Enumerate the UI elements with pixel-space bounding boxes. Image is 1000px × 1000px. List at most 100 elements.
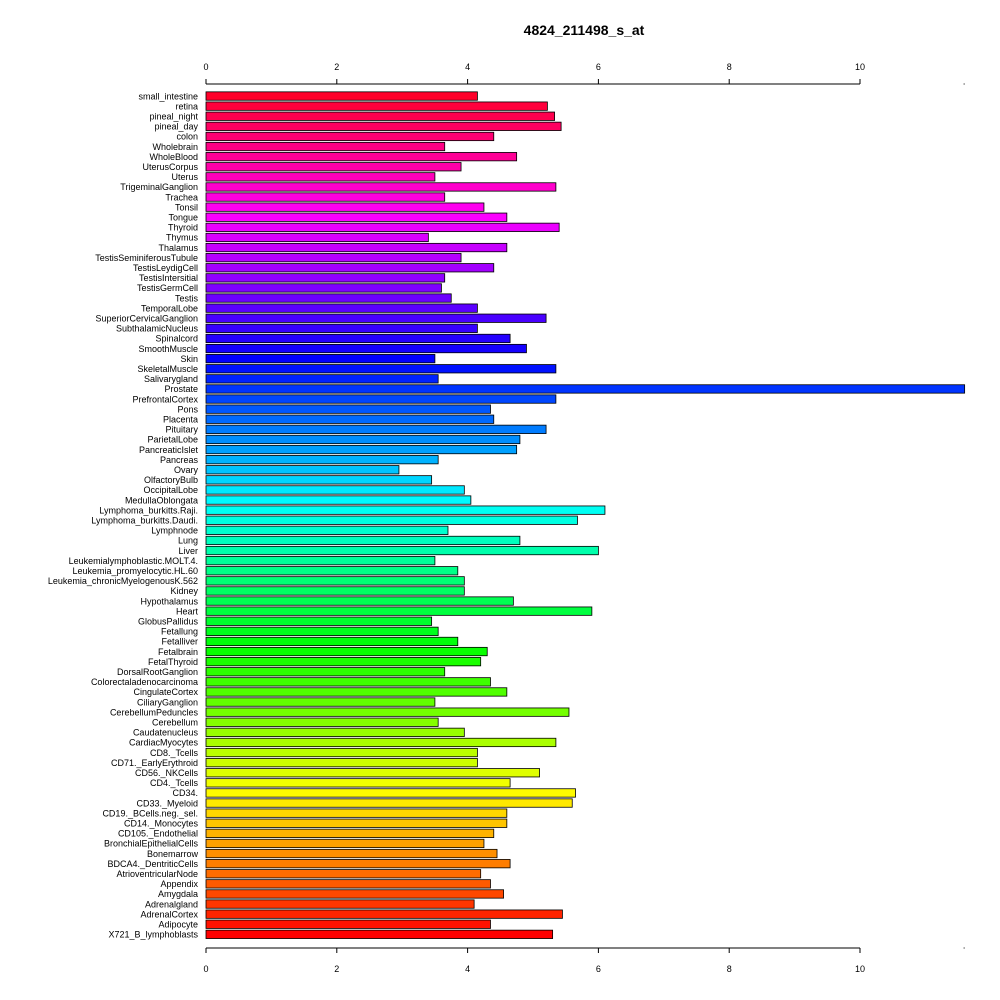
bar bbox=[205, 505, 606, 515]
bar bbox=[205, 495, 472, 505]
bar bbox=[205, 929, 554, 939]
bar bbox=[205, 515, 578, 525]
category-label: Skin bbox=[180, 354, 198, 364]
bar bbox=[205, 596, 514, 606]
category-label: TemporalLobe bbox=[141, 303, 198, 313]
category-label: Salivarygland bbox=[144, 374, 198, 384]
category-label: BronchialEpithelialCells bbox=[104, 839, 199, 849]
bar bbox=[205, 192, 446, 202]
bar bbox=[205, 606, 593, 616]
tick-label: 0 bbox=[203, 964, 208, 974]
bar bbox=[205, 838, 485, 849]
category-label: Bonemarrow bbox=[147, 849, 199, 859]
bar bbox=[205, 253, 462, 263]
bar bbox=[205, 101, 548, 111]
category-label: FetalThyroid bbox=[148, 657, 198, 667]
bar bbox=[205, 394, 557, 404]
category-label: Thalamus bbox=[158, 243, 198, 253]
category-label: Liver bbox=[178, 546, 198, 556]
category-label: pineal_day bbox=[154, 122, 198, 132]
bar bbox=[205, 313, 547, 323]
bar bbox=[205, 687, 508, 697]
bar bbox=[205, 707, 570, 717]
category-label: CD14._Monocytes bbox=[124, 818, 199, 828]
bar bbox=[205, 626, 439, 636]
category-label: Lung bbox=[178, 536, 198, 546]
category-label: Uterus bbox=[171, 172, 198, 182]
bar bbox=[205, 131, 495, 142]
tick-label: 8 bbox=[727, 964, 732, 974]
bar bbox=[205, 848, 498, 859]
category-label: Colorectaladenocarcinoma bbox=[91, 677, 198, 687]
bar bbox=[205, 202, 485, 212]
bar bbox=[205, 667, 446, 677]
bar bbox=[205, 141, 446, 152]
bar bbox=[205, 535, 521, 546]
bar bbox=[205, 737, 557, 748]
bar bbox=[205, 343, 527, 354]
category-label: Placenta bbox=[163, 414, 198, 424]
bar bbox=[205, 818, 508, 828]
bar bbox=[205, 182, 557, 192]
category-label: SkeletalMuscle bbox=[137, 364, 198, 374]
category-label: CD71._EarlyErythroid bbox=[111, 758, 198, 768]
category-label: Tongue bbox=[168, 212, 198, 222]
category-label: Testis bbox=[175, 293, 199, 303]
bars bbox=[205, 91, 966, 939]
category-label: WholeBlood bbox=[149, 152, 198, 162]
category-label: TestisSeminiferousTubule bbox=[95, 253, 198, 263]
category-labels: small_intestineretinapineal_nightpineal_… bbox=[48, 91, 199, 939]
category-label: Leukemia_chronicMyelogenousK.562 bbox=[48, 576, 198, 586]
category-label: PancreaticIslet bbox=[139, 445, 199, 455]
category-label: Heart bbox=[176, 606, 199, 616]
bar bbox=[205, 374, 439, 384]
bar bbox=[205, 576, 465, 586]
bar bbox=[205, 798, 573, 808]
bar bbox=[205, 545, 599, 556]
bar bbox=[205, 717, 439, 727]
category-label: CardiacMyocytes bbox=[129, 738, 199, 748]
category-label: Pons bbox=[177, 404, 198, 414]
category-label: AtrioventricularNode bbox=[116, 869, 198, 879]
tick-label: 8 bbox=[727, 62, 732, 72]
category-label: DorsalRootGanglion bbox=[117, 667, 198, 677]
category-label: Tonsil bbox=[175, 202, 198, 212]
category-label: Trachea bbox=[165, 192, 198, 202]
bar bbox=[205, 364, 557, 374]
bar bbox=[205, 111, 555, 121]
bottom-axis: 0 2 4 6 8 10 bbox=[203, 947, 965, 974]
bar bbox=[205, 657, 482, 667]
bar bbox=[205, 525, 449, 535]
bar bbox=[205, 293, 452, 303]
bar bbox=[205, 556, 436, 566]
category-label: OlfactoryBulb bbox=[144, 475, 198, 485]
category-label: CingulateCortex bbox=[133, 687, 198, 697]
category-label: Fetalliver bbox=[161, 637, 198, 647]
bar bbox=[205, 91, 478, 101]
tick-label: 0 bbox=[203, 62, 208, 72]
bar bbox=[205, 475, 433, 485]
category-label: BDCA4._DentriticCells bbox=[107, 859, 198, 869]
bar bbox=[205, 828, 495, 838]
top-axis: 0 2 4 6 8 10 bbox=[203, 62, 965, 85]
bar bbox=[205, 859, 511, 869]
category-label: Spinalcord bbox=[155, 334, 198, 344]
category-label: GlobusPallidus bbox=[138, 616, 199, 626]
bar bbox=[205, 646, 488, 657]
category-label: pineal_night bbox=[149, 111, 198, 121]
bar bbox=[205, 263, 495, 273]
bar bbox=[205, 404, 491, 414]
category-label: Pituitary bbox=[165, 425, 198, 435]
category-label: Thyroid bbox=[168, 223, 198, 233]
category-label: Pancreas bbox=[160, 455, 199, 465]
category-label: Leukemialymphoblastic.MOLT.4. bbox=[69, 556, 198, 566]
category-label: X721_B_lymphoblasts bbox=[108, 930, 198, 940]
category-label: small_intestine bbox=[138, 91, 198, 101]
category-label: UterusCorpus bbox=[142, 162, 198, 172]
bar bbox=[205, 879, 491, 889]
bar bbox=[205, 697, 436, 707]
bar bbox=[205, 162, 462, 172]
category-label: Amygdala bbox=[158, 889, 198, 899]
bar bbox=[205, 889, 504, 899]
